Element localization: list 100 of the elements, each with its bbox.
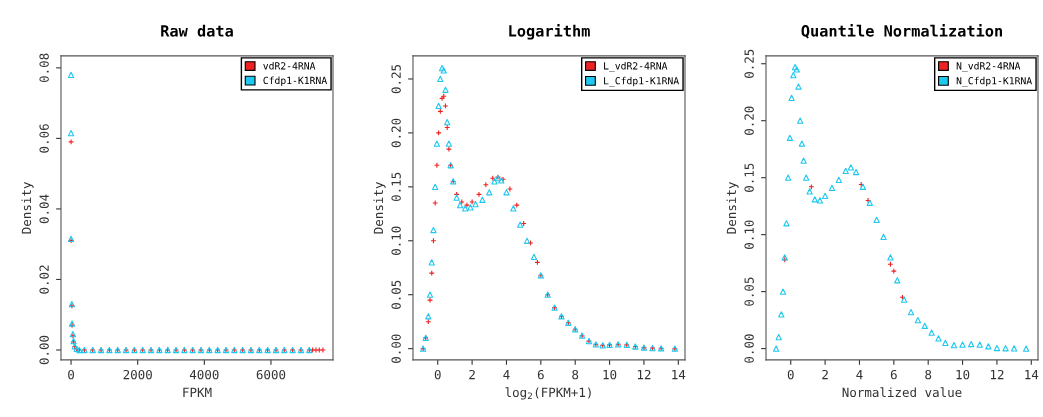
point bbox=[798, 140, 806, 147]
point bbox=[442, 86, 449, 93]
legend-label: L_Cfdp1-K1RNA bbox=[604, 76, 679, 87]
point bbox=[503, 189, 510, 196]
point bbox=[914, 316, 922, 324]
x-tick-label: 2 bbox=[469, 369, 475, 380]
chart-title: Quantile Normalization bbox=[801, 24, 1002, 39]
point bbox=[935, 335, 942, 342]
x-tick-label: 10 bbox=[956, 369, 970, 380]
x-tick-label: 6 bbox=[537, 369, 544, 380]
point bbox=[976, 341, 983, 348]
point bbox=[476, 191, 482, 198]
point bbox=[828, 184, 836, 192]
x-tick-label: 8 bbox=[925, 369, 932, 380]
point bbox=[880, 233, 887, 241]
point bbox=[778, 311, 785, 318]
legend-label: N_vdR2-4RNA bbox=[956, 62, 1021, 72]
point bbox=[432, 200, 439, 206]
legend-label: L_vdR2-4RNA bbox=[604, 62, 668, 72]
point bbox=[788, 94, 795, 102]
point bbox=[433, 140, 441, 147]
x-tick-label: 8 bbox=[572, 369, 579, 380]
y-tick-label: 0.20 bbox=[744, 106, 754, 135]
x-tick-label: 2 bbox=[822, 369, 828, 380]
point bbox=[1010, 345, 1018, 352]
y-tick-label: 0.04 bbox=[39, 194, 49, 224]
point bbox=[435, 102, 442, 110]
point bbox=[887, 254, 894, 261]
x-tick-label: 12 bbox=[637, 369, 651, 380]
x-axis-title: FPKM bbox=[183, 387, 212, 397]
point bbox=[806, 188, 813, 195]
point bbox=[811, 196, 818, 203]
x-tick-label: 4 bbox=[503, 370, 510, 380]
x-axis-title: Normalized value bbox=[842, 387, 962, 398]
point bbox=[530, 253, 538, 261]
point bbox=[428, 259, 435, 266]
point bbox=[486, 189, 493, 196]
point bbox=[852, 168, 860, 176]
point bbox=[821, 192, 829, 200]
point bbox=[444, 118, 451, 126]
point bbox=[842, 167, 849, 174]
y-axis-title: Density bbox=[726, 182, 739, 234]
x-tick-label: 4000 bbox=[189, 369, 219, 380]
point bbox=[835, 176, 843, 184]
x-tick-label: 6000 bbox=[256, 369, 286, 380]
point bbox=[783, 220, 790, 227]
point bbox=[67, 71, 75, 79]
point bbox=[430, 226, 437, 234]
point bbox=[803, 174, 810, 181]
point bbox=[800, 157, 807, 164]
y-tick-label: 0.25 bbox=[391, 64, 401, 94]
y-tick-label: 0.10 bbox=[391, 226, 401, 256]
x-tick-label: 10 bbox=[603, 369, 617, 380]
y-tick-label: 0.00 bbox=[744, 334, 754, 363]
point bbox=[950, 342, 958, 349]
point bbox=[786, 134, 794, 141]
legend-label: N_Cfdp1-K1RNA bbox=[956, 76, 1032, 87]
x-tick-label: 0 bbox=[434, 369, 441, 380]
point bbox=[785, 174, 792, 181]
y-tick-label: 0.05 bbox=[391, 280, 401, 309]
point bbox=[1022, 345, 1030, 352]
point bbox=[427, 297, 433, 304]
chart-title: Raw data bbox=[161, 24, 233, 37]
y-axis-title: Density bbox=[21, 182, 34, 234]
y-tick-label: 0.20 bbox=[391, 118, 401, 148]
point bbox=[445, 140, 453, 147]
point bbox=[426, 291, 434, 298]
y-tick-label: 0.06 bbox=[39, 124, 49, 153]
point bbox=[847, 164, 855, 171]
point bbox=[795, 83, 802, 90]
point bbox=[456, 202, 464, 209]
point bbox=[1002, 345, 1009, 352]
x-tick-label: 0 bbox=[68, 369, 75, 380]
y-tick-label: 0.05 bbox=[744, 277, 754, 306]
point bbox=[797, 117, 804, 124]
y-axis-title: Density bbox=[373, 182, 386, 234]
x-tick-label: 4 bbox=[856, 370, 863, 380]
point bbox=[425, 313, 432, 320]
y-tick-label: 0.00 bbox=[391, 334, 401, 363]
x-tick-label: 14 bbox=[672, 370, 686, 380]
point bbox=[772, 345, 780, 352]
point bbox=[523, 237, 531, 244]
y-tick-label: 0.15 bbox=[391, 172, 401, 202]
point bbox=[907, 308, 915, 316]
y-tick-label: 0.25 bbox=[744, 49, 754, 78]
point bbox=[873, 216, 880, 223]
point bbox=[437, 75, 444, 83]
point bbox=[985, 343, 992, 350]
legend-label: vdR2-4RNA bbox=[263, 62, 316, 70]
x-axis-title: log$_{2}$(FPKM+1) bbox=[505, 387, 591, 400]
point bbox=[993, 344, 1001, 352]
point bbox=[959, 341, 966, 348]
y-tick-label: 0.00 bbox=[39, 335, 49, 365]
point bbox=[790, 71, 797, 79]
point bbox=[432, 183, 439, 190]
x-tick-label: 0 bbox=[787, 369, 794, 380]
chart-title: Logarithm bbox=[509, 24, 590, 40]
legend-label: Cfdp1-K1RNA bbox=[263, 76, 327, 86]
point bbox=[479, 196, 486, 203]
x-tick-label: 12 bbox=[990, 369, 1004, 380]
